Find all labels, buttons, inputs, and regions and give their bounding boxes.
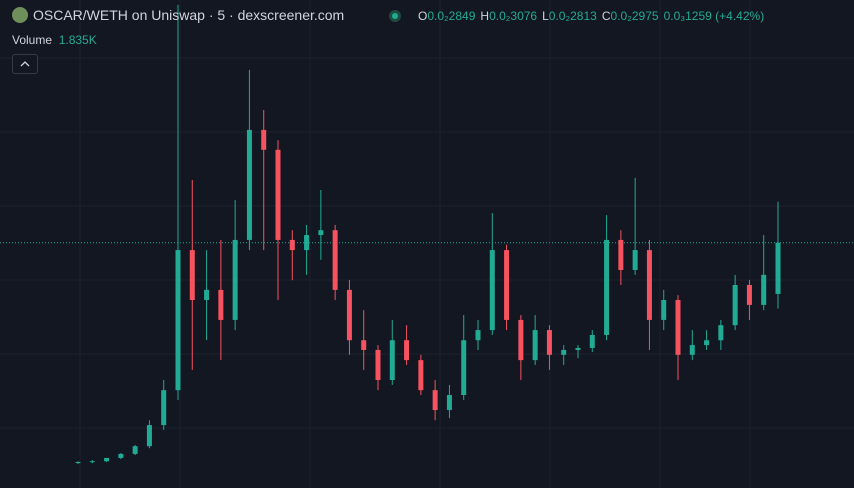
candle-body: [746, 285, 752, 305]
ohlc-legend: O0.0₂2849 H0.0₂3076 L0.0₂2813 C0.0₂2975 0.0₃…: [418, 9, 764, 23]
candle-body: [75, 462, 81, 464]
candle-body: [518, 319, 524, 361]
candle-body: [418, 360, 424, 391]
candle-body: [118, 453, 124, 458]
candle-body: [504, 250, 510, 320]
candle-body: [432, 390, 438, 411]
candle-body: [218, 289, 224, 320]
candle-body: [575, 347, 581, 350]
ohlc-value: 0.0₂3076: [489, 9, 538, 23]
candle-body: [446, 395, 452, 411]
chevron-icon: [20, 61, 30, 67]
token-logo: [12, 7, 28, 23]
candle-body: [646, 250, 652, 320]
collapse-button[interactable]: [12, 54, 38, 74]
ohlc-key: L: [542, 9, 549, 23]
candle-body: [204, 289, 210, 301]
candle-body: [189, 250, 195, 301]
change-value: 0.0₃1259 (+4.42%): [663, 9, 765, 23]
candle-body: [346, 289, 352, 341]
chart-header: OSCAR/WETH on Uniswap · 5 · dexscreener.…: [12, 7, 344, 23]
ohlc-key: O: [418, 9, 428, 23]
volume-legend: Volume 1.835K: [12, 33, 97, 47]
volume-label: Volume: [12, 33, 53, 47]
candle-body: [261, 129, 267, 150]
candle-body: [561, 349, 567, 355]
candle-body: [675, 300, 681, 355]
candle-body: [718, 325, 724, 341]
candle-body: [589, 334, 595, 348]
candle-body: [246, 129, 252, 240]
candle-body: [661, 300, 667, 320]
candle-body: [404, 340, 410, 361]
candle-body: [461, 340, 467, 396]
candle-body: [761, 274, 767, 305]
ohlc-key: C: [601, 9, 611, 23]
candle-body: [361, 340, 367, 350]
status-dot: [389, 10, 401, 22]
candle-body: [389, 340, 395, 381]
candle-body: [161, 390, 167, 426]
candle-body: [604, 239, 610, 335]
chart-title: OSCAR/WETH on Uniswap · 5 · dexscreener.…: [33, 7, 345, 23]
candle-body: [475, 330, 481, 341]
candle-body: [89, 461, 95, 463]
candle-body: [289, 239, 295, 251]
candle-body: [775, 242, 781, 294]
candle-body: [275, 149, 281, 240]
candle-body: [375, 349, 381, 381]
candle-body: [132, 446, 138, 454]
candle-body: [232, 239, 238, 320]
candle-body: [332, 230, 338, 290]
candle-body: [532, 330, 538, 361]
candle-body: [732, 285, 738, 326]
candle-body: [704, 340, 710, 346]
candle-body: [318, 230, 324, 236]
ohlc-key: H: [480, 9, 490, 23]
candle-body: [618, 239, 624, 270]
candle-body: [304, 235, 310, 251]
candle-body: [146, 425, 152, 447]
candle-body: [546, 330, 552, 355]
volume-value: 1.835K: [58, 33, 97, 47]
candle-body: [689, 345, 695, 355]
candle-body: [489, 250, 495, 331]
candle-body: [175, 250, 181, 391]
ohlc-value: 0.0₂2813: [548, 9, 597, 23]
ohlc-value: 0.0₂2975: [610, 9, 659, 23]
candle-body: [632, 250, 638, 270]
ohlc-value: 0.0₂2849: [427, 9, 476, 23]
candle-body: [104, 457, 110, 462]
